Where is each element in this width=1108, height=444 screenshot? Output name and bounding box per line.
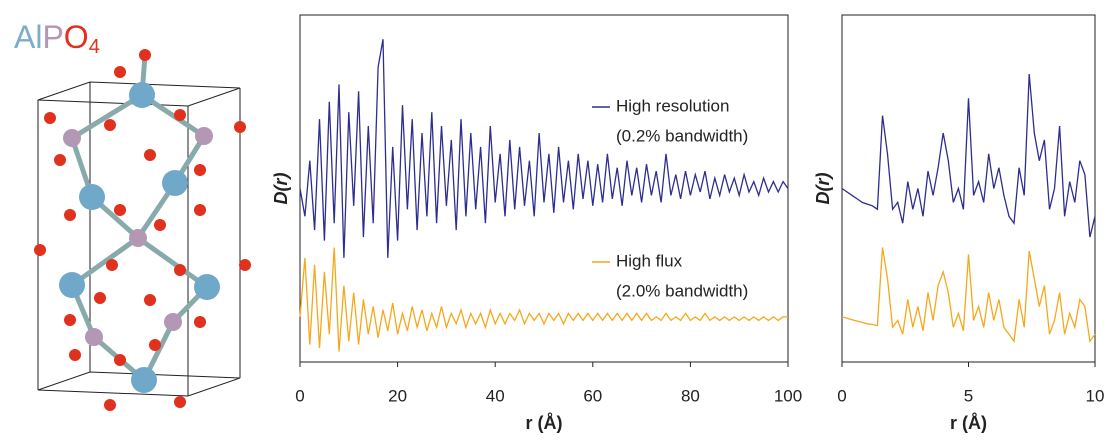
data-line [299, 39, 789, 258]
data-line [841, 73, 1096, 238]
x-tick-label: 100 [774, 386, 802, 405]
legend-note: (2.0% bandwidth) [616, 281, 748, 300]
legend-label: High flux [616, 251, 683, 270]
formula-sub: 4 [89, 36, 100, 58]
x-tick-label: 0 [295, 386, 304, 405]
x-tick-label: 80 [681, 386, 700, 405]
aluminum-atoms [59, 82, 220, 393]
x-tick-label: 5 [964, 386, 973, 405]
x-axis-label: r (Å) [526, 413, 563, 433]
oxygen-atoms [34, 49, 251, 411]
x-tick-label: 60 [583, 386, 602, 405]
data-line [299, 247, 788, 352]
x-axis-label: r (Å) [950, 413, 987, 433]
x-tick-label: 10 [1086, 386, 1105, 405]
formula-al: Al [14, 19, 42, 55]
legend-label: High resolution [616, 96, 729, 115]
x-tick-label: 40 [486, 386, 505, 405]
x-tick-label: 0 [837, 386, 846, 405]
data-line [841, 247, 1096, 343]
phosphorus-atoms [63, 127, 213, 346]
formula-o: O [64, 19, 89, 55]
y-axis-label: D(r) [813, 173, 833, 205]
formula-p: P [42, 19, 63, 55]
molecule: AlPO4 [14, 19, 251, 411]
formula: AlPO4 [14, 19, 100, 58]
x-tick-label: 20 [388, 386, 407, 405]
y-axis-label: D(r) [271, 173, 291, 205]
legend-note: (0.2% bandwidth) [616, 126, 748, 145]
